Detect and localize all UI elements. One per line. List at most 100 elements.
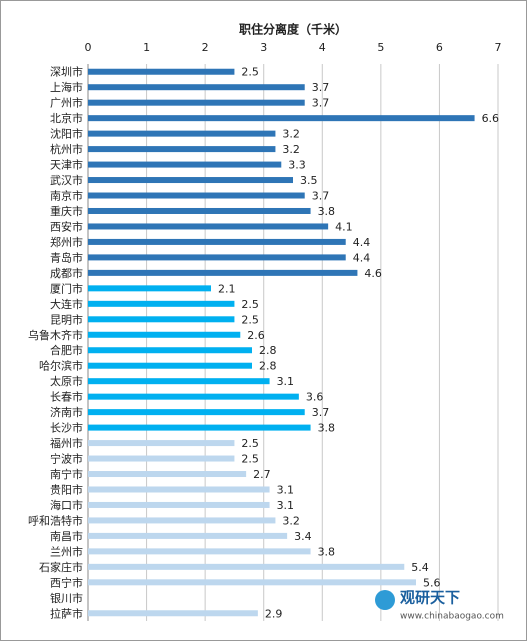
watermark: 观研天下 www.chinabaogao.com bbox=[375, 589, 504, 622]
bar bbox=[88, 207, 311, 214]
value-label: 3.3 bbox=[288, 159, 306, 172]
y-tick-label: 深圳市 bbox=[50, 65, 83, 79]
y-tick-label: 太原市 bbox=[50, 374, 83, 388]
y-tick-label: 南京市 bbox=[50, 189, 83, 203]
y-tick-label: 合肥市 bbox=[50, 343, 83, 357]
value-label: 2.5 bbox=[241, 313, 259, 326]
value-label: 5.6 bbox=[423, 576, 441, 589]
value-label: 4.1 bbox=[335, 220, 353, 233]
value-label: 3.2 bbox=[282, 143, 300, 156]
bar bbox=[88, 378, 270, 385]
x-tick-label: 1 bbox=[143, 41, 150, 54]
bar bbox=[88, 177, 293, 184]
y-tick-label: 福州市 bbox=[50, 436, 83, 450]
y-tick-label: 沈阳市 bbox=[50, 127, 83, 141]
bar bbox=[88, 285, 211, 292]
x-tick-label: 3 bbox=[260, 41, 267, 54]
value-label: 6.6 bbox=[482, 112, 500, 125]
x-tick-label: 2 bbox=[202, 41, 209, 54]
value-label: 3.1 bbox=[277, 499, 295, 512]
y-tick-label: 上海市 bbox=[50, 80, 83, 94]
bar bbox=[88, 455, 235, 462]
y-tick-label: 海口市 bbox=[50, 498, 83, 512]
bar bbox=[88, 579, 416, 586]
bar bbox=[88, 331, 241, 338]
y-tick-label: 厦门市 bbox=[50, 281, 83, 295]
y-tick-label: 昆明市 bbox=[50, 312, 83, 326]
bar bbox=[88, 610, 258, 617]
chart-title: 职住分离度（千米） bbox=[239, 22, 347, 37]
value-label: 3.7 bbox=[312, 81, 330, 94]
bar bbox=[88, 440, 235, 447]
value-label: 2.9 bbox=[265, 607, 283, 620]
value-label: 4.4 bbox=[353, 251, 371, 264]
y-tick-label: 北京市 bbox=[50, 111, 83, 125]
x-tick-label: 0 bbox=[85, 41, 92, 54]
y-tick-label: 武汉市 bbox=[50, 173, 83, 187]
y-tick-label: 大连市 bbox=[50, 297, 83, 311]
watermark-logo bbox=[375, 590, 395, 610]
y-tick-label: 拉萨市 bbox=[50, 606, 83, 620]
value-label: 3.7 bbox=[312, 190, 330, 203]
bar bbox=[88, 362, 252, 369]
value-label: 2.5 bbox=[241, 453, 259, 466]
value-label: 4.6 bbox=[364, 267, 382, 280]
value-label: 3.2 bbox=[282, 128, 300, 141]
y-tick-label: 青岛市 bbox=[50, 250, 83, 264]
value-label: 5.4 bbox=[411, 561, 429, 574]
y-tick-label: 贵阳市 bbox=[50, 482, 83, 496]
y-tick-label: 长沙市 bbox=[50, 421, 83, 435]
y-tick-label: 西安市 bbox=[50, 219, 83, 233]
y-tick-label: 石家庄市 bbox=[39, 560, 83, 574]
value-label: 2.8 bbox=[259, 360, 277, 373]
y-tick-label: 呼和浩特市 bbox=[28, 513, 83, 527]
watermark-url: www.chinabaogao.com bbox=[400, 612, 504, 622]
y-tick-label: 乌鲁木齐市 bbox=[28, 328, 83, 342]
bar bbox=[88, 223, 329, 230]
y-tick-label: 天津市 bbox=[50, 158, 83, 172]
y-tick-label: 成都市 bbox=[50, 266, 83, 280]
bar bbox=[88, 99, 305, 106]
bar bbox=[88, 146, 276, 153]
bar bbox=[88, 68, 235, 75]
bar bbox=[88, 254, 346, 261]
y-tick-label: 南昌市 bbox=[50, 529, 83, 543]
bar bbox=[88, 486, 270, 493]
x-tick-label: 7 bbox=[495, 41, 502, 54]
value-label: 3.6 bbox=[306, 391, 324, 404]
y-tick-label: 兰州市 bbox=[50, 544, 83, 558]
value-label: 2.6 bbox=[247, 329, 264, 342]
y-tick-label: 杭州市 bbox=[50, 142, 83, 156]
value-label: 4.4 bbox=[353, 236, 371, 249]
value-label: 2.5 bbox=[241, 437, 259, 450]
bar bbox=[88, 161, 282, 168]
y-tick-label: 宁波市 bbox=[50, 452, 83, 466]
value-label: 3.1 bbox=[277, 375, 295, 388]
x-tick-label: 5 bbox=[377, 41, 384, 54]
bar bbox=[88, 347, 252, 354]
y-tick-label: 银川市 bbox=[50, 591, 83, 605]
bar bbox=[88, 115, 475, 122]
bar bbox=[88, 532, 288, 539]
value-label: 2.8 bbox=[259, 344, 277, 357]
bar bbox=[88, 409, 305, 416]
y-tick-label: 西宁市 bbox=[50, 575, 83, 589]
value-label: 2.5 bbox=[241, 298, 259, 311]
value-label: 3.7 bbox=[312, 97, 330, 110]
value-label: 2.7 bbox=[253, 468, 271, 481]
y-tick-label: 南宁市 bbox=[50, 467, 83, 481]
bar bbox=[88, 563, 405, 570]
bar bbox=[88, 300, 235, 307]
bar bbox=[88, 517, 276, 524]
value-label: 3.4 bbox=[294, 530, 312, 543]
bar bbox=[88, 84, 305, 91]
value-label: 3.5 bbox=[300, 174, 318, 187]
value-label: 3.8 bbox=[318, 205, 336, 218]
bar bbox=[88, 238, 346, 245]
value-label: 3.7 bbox=[312, 406, 330, 419]
bar bbox=[88, 548, 311, 555]
x-tick-label: 4 bbox=[319, 41, 326, 54]
value-label: 2.5 bbox=[241, 66, 259, 79]
